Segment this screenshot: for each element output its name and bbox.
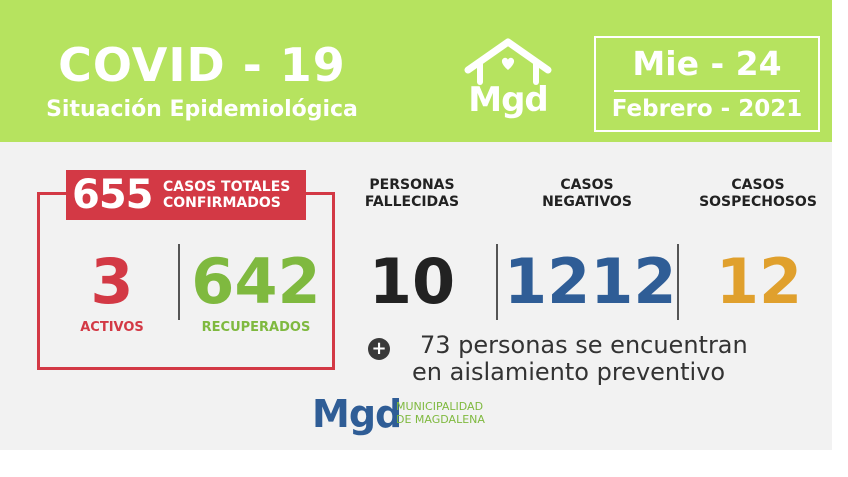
active-label: ACTIVOS <box>80 320 144 335</box>
deaths-label-line2: FALLECIDAS <box>364 194 460 210</box>
header-banner <box>0 0 848 142</box>
footer-name-line2: DE MAGDALENA <box>396 413 485 426</box>
total-cases-value: 655 <box>72 172 153 218</box>
header-logo-text: Mgd <box>468 80 549 120</box>
suspects-label-line2: SOSPECHOSOS <box>699 194 817 210</box>
footer-name-line1: MUNICIPALIDAD <box>396 400 484 413</box>
suspects-value: 12 <box>715 245 803 318</box>
deaths-label: PERSONAS FALLECIDAS <box>350 177 474 211</box>
right-margin <box>832 0 848 450</box>
cases-divider <box>178 244 180 320</box>
total-cases-label-line1: CASOS TOTALES <box>163 179 291 195</box>
footer-logo: Mgd <box>312 392 402 436</box>
recovered-value: 642 <box>191 245 321 318</box>
total-cases-label: CASOS TOTALES CONFIRMADOS <box>163 179 303 211</box>
plus-circle-icon: + <box>368 338 390 360</box>
negatives-label-line1: CASOS <box>560 177 614 193</box>
date-day: Mie - 24 <box>632 44 782 83</box>
house-heart-icon <box>464 38 552 85</box>
negatives-label: CASOS NEGATIVOS <box>514 177 660 211</box>
recovered-label: RECUPERADOS <box>201 320 311 335</box>
date-box: Mie - 24 Febrero - 2021 <box>594 36 820 132</box>
negatives-value: 1212 <box>504 245 677 318</box>
negatives-label-line2: NEGATIVOS <box>542 194 632 210</box>
footer-municipality-name: MUNICIPALIDAD DE MAGDALENA <box>396 400 485 426</box>
isolation-line2: en aislamiento preventivo <box>412 358 726 386</box>
active-value: 3 <box>90 245 134 318</box>
page-title: COVID - 19 <box>58 38 346 92</box>
date-month-year: Febrero - 2021 <box>611 96 803 122</box>
negatives-divider <box>677 244 679 320</box>
deaths-label-line1: PERSONAS <box>369 177 455 193</box>
total-cases-label-line2: CONFIRMADOS <box>163 195 281 211</box>
date-divider <box>614 90 800 92</box>
isolation-line1: 73 personas se encuentran <box>420 331 748 359</box>
suspects-label-line1: CASOS <box>731 177 785 193</box>
deaths-value: 10 <box>368 245 456 318</box>
suspects-label: CASOS SOSPECHOSOS <box>690 177 826 211</box>
total-cases-tag: 655 CASOS TOTALES CONFIRMADOS <box>66 170 306 220</box>
deaths-divider <box>496 244 498 320</box>
page-subtitle: Situación Epidemiológica <box>46 97 358 122</box>
